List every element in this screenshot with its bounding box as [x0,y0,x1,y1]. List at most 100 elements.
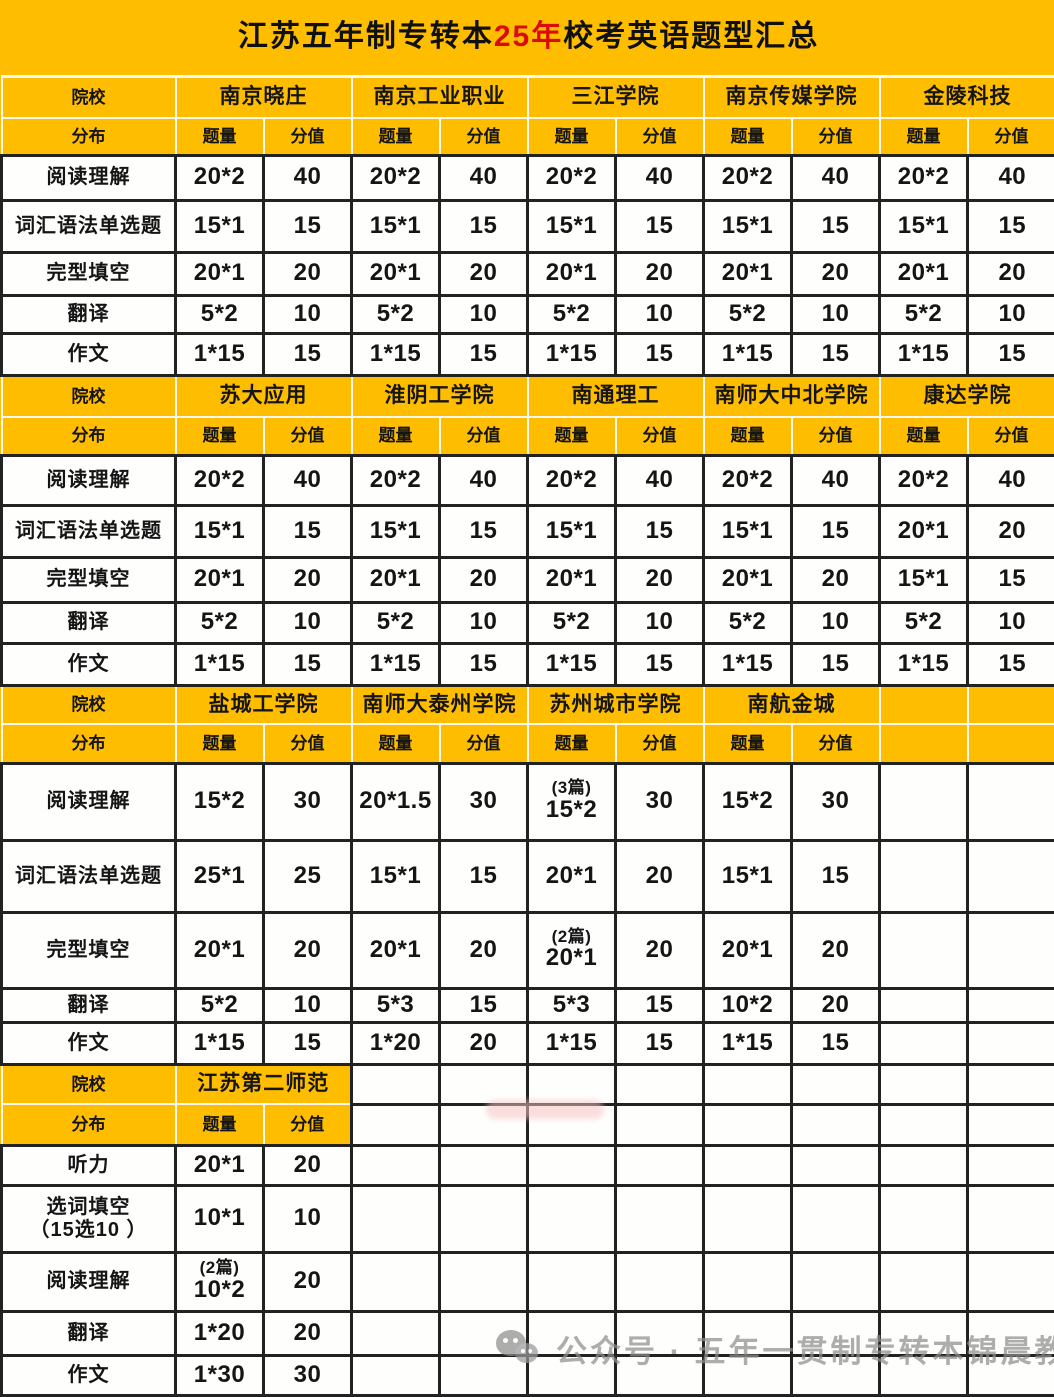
qty-header-cell: 题量 [880,417,968,455]
school-header-cell: 南通理工 [528,375,704,417]
quantity-value-cell: 20*1 [704,912,792,988]
page-title: 江苏五年制专转本25年校考英语题型汇总 [2,0,1054,76]
qty-header-cell: 题量 [528,724,616,763]
empty-data-cell [792,1311,880,1355]
empty-data-cell [616,1355,704,1395]
score-value-cell: 15 [792,333,880,375]
row-label-cell: 听力 [2,1145,176,1185]
score-value-cell: 10 [264,988,352,1022]
quantity-value-cell: 20*1 [176,557,264,602]
qty-header-cell: 题量 [528,118,616,155]
school-row-label-cell: 院校 [2,76,176,118]
quantity-value-cell: 20*2 [352,155,440,200]
score-value-cell: 15 [792,505,880,557]
empty-header-cell [352,1064,440,1104]
quantity-value-cell: 10*1 [176,1185,264,1252]
score-value-cell: 20 [616,840,704,912]
score-value-cell: 15 [264,333,352,375]
row-label-cell: 作文 [2,643,176,685]
score-value-cell: 15 [968,557,1054,602]
school-header-cell: 三江学院 [528,76,704,118]
quantity-value-cell: 20*1 [528,840,616,912]
quantity-value-cell: 5*2 [352,602,440,643]
empty-header-cell [792,1104,880,1145]
row-label-cell: 完型填空 [2,557,176,602]
title-band: 江苏五年制专转本25年校考英语题型汇总 [2,0,1054,76]
score-value-cell: 20 [792,252,880,295]
title-text-prefix: 江苏五年制专转本 [238,20,494,53]
empty-data-cell [880,988,968,1022]
value-main: 20*1 [529,945,614,972]
empty-header-cell [968,724,1054,763]
empty-header-cell [880,1064,968,1104]
quantity-value-cell: 15*2 [176,763,264,840]
score-value-cell: 15 [616,643,704,685]
empty-header-cell [968,685,1054,724]
title-text-suffix: 校考英语题型汇总 [563,20,819,53]
score-value-cell: 20 [440,912,528,988]
score-value-cell: 30 [792,763,880,840]
school-header-cell: 盐城工学院 [176,685,352,724]
quantity-value-cell: 5*2 [352,295,440,333]
row-sublabel-line: （15选10 ） [3,1219,174,1241]
school-row-label-cell: 院校 [2,685,176,724]
quantity-value-cell: 5*2 [176,602,264,643]
quantity-value-cell: 15*1 [352,505,440,557]
quantity-value-cell: 1*15 [352,643,440,685]
quantity-value-cell: 15*1 [880,200,968,252]
empty-data-cell [352,1145,440,1185]
quantity-value-cell: 1*15 [704,643,792,685]
empty-header-cell [880,685,968,724]
empty-data-cell [968,1311,1054,1355]
empty-data-cell [968,1145,1054,1185]
quantity-value-cell: 15*1 [704,840,792,912]
quantity-value-cell: 5*2 [704,602,792,643]
score-value-cell: 20 [440,557,528,602]
dist-row-label-cell: 分布 [2,417,176,455]
quantity-value-cell: 1*15 [528,333,616,375]
qty-header-cell: 题量 [352,417,440,455]
school-header-cell: 苏大应用 [176,375,352,417]
score-value-cell: 15 [440,200,528,252]
score-value-cell: 25 [264,840,352,912]
score-value-cell: 15 [616,1022,704,1064]
quantity-value-cell: (3篇)15*2 [528,763,616,840]
quantity-value-cell: 1*15 [352,333,440,375]
value-note: (2篇) [177,1259,262,1277]
quantity-value-cell: 15*1 [352,200,440,252]
empty-data-cell [704,1355,792,1395]
score-value-cell: 15 [440,643,528,685]
empty-data-cell [968,763,1054,840]
score-header-cell: 分值 [616,417,704,455]
score-value-cell: 15 [264,1022,352,1064]
score-header-cell: 分值 [792,118,880,155]
empty-header-cell [440,1064,528,1104]
school-header-cell: 苏州城市学院 [528,685,704,724]
score-value-cell: 30 [264,763,352,840]
quantity-value-cell: 5*3 [352,988,440,1022]
score-value-cell: 20 [792,557,880,602]
empty-data-cell [880,1185,968,1252]
quantity-value-cell: 1*15 [704,333,792,375]
score-value-cell: 10 [968,295,1054,333]
row-label-cell: 翻译 [2,295,176,333]
table-sections: 院校南京晓庄南京工业职业三江学院南京传媒学院金陵科技分布题量分值题量分值题量分值… [2,76,1054,1395]
quantity-value-cell: 15*1 [352,840,440,912]
score-value-cell: 15 [792,840,880,912]
quantity-value-cell: 20*1 [352,252,440,295]
quantity-value-cell: 1*15 [528,1022,616,1064]
score-value-cell: 40 [440,455,528,505]
title-year-highlight: 25年 [494,20,563,53]
score-value-cell: 15 [440,333,528,375]
score-value-cell: 20 [440,1022,528,1064]
value-main: 15*2 [529,797,614,824]
empty-data-cell [616,1145,704,1185]
empty-data-cell [880,1311,968,1355]
empty-data-cell [792,1185,880,1252]
quantity-value-cell: 20*2 [528,155,616,200]
score-value-cell: 15 [264,643,352,685]
quantity-value-cell: 20*1 [528,557,616,602]
score-value-cell: 40 [792,455,880,505]
school-header-cell: 南师大泰州学院 [352,685,528,724]
dist-row-label-cell: 分布 [2,724,176,763]
